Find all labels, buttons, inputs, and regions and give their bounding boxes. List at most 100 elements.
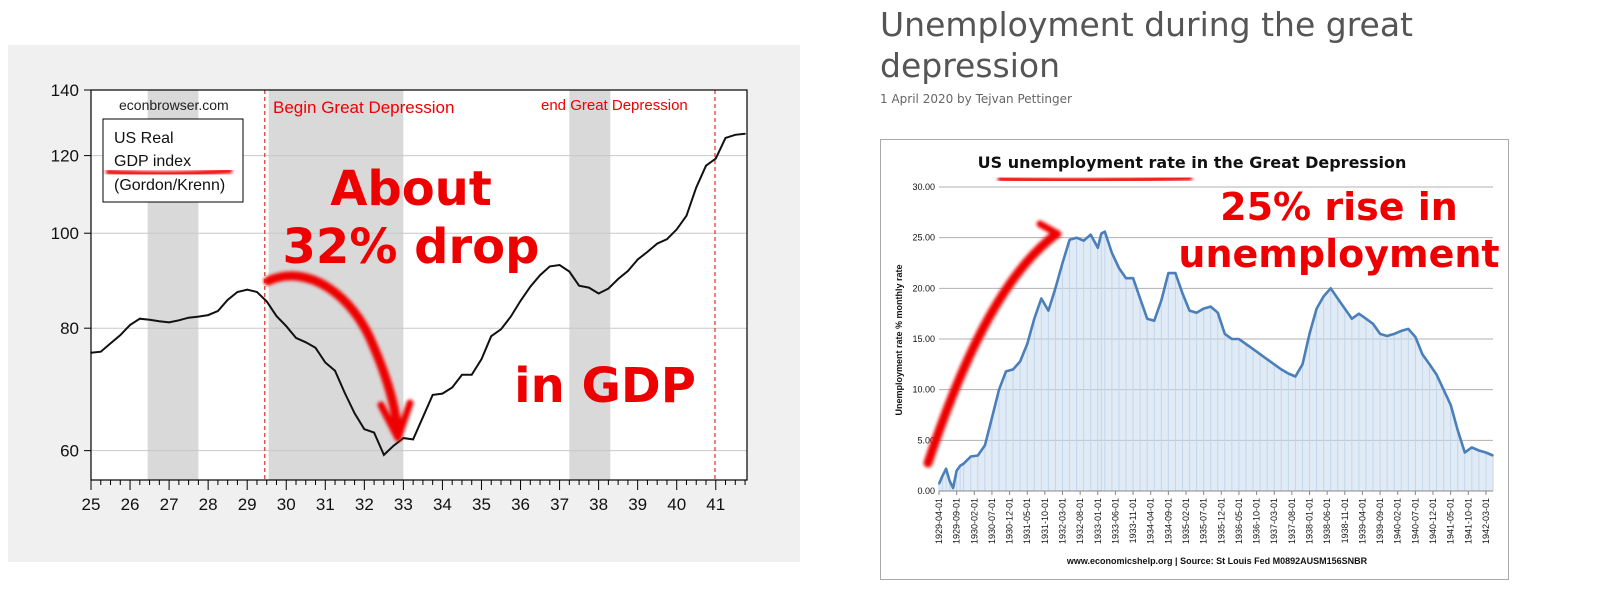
gdp-data-point: [226, 299, 229, 301]
y-tick-label: 25.00: [912, 233, 935, 243]
legend-underline-scribble: [105, 168, 233, 177]
unemployment-data-point: [1167, 272, 1170, 274]
gdp-data-point: [519, 300, 522, 302]
y-tick-label: 140: [51, 81, 79, 100]
unemployment-data-point: [948, 480, 951, 482]
unemployment-data-point: [955, 469, 958, 472]
gdp-data-point: [441, 392, 444, 395]
unemployment-data-point: [1019, 360, 1021, 363]
unemployment-data-point: [1174, 272, 1177, 274]
unemployment-data-point: [1132, 277, 1134, 279]
x-tick-label: 1933-01-01: [1093, 498, 1103, 544]
unemployment-data-point: [1259, 353, 1261, 355]
gdp-data-point: [383, 454, 385, 456]
annotation-25-rise-in: 25% rise in: [1220, 185, 1458, 229]
x-tick-label: 39: [628, 495, 647, 514]
title-underline-scribble: [997, 175, 1193, 183]
gdp-data-point: [99, 350, 102, 353]
x-tick-label: 1938-11-01: [1340, 498, 1350, 543]
gdp-data-point: [666, 238, 668, 241]
gdp-data-point: [334, 369, 336, 372]
gdp-data-point: [714, 157, 717, 160]
x-tick-label: 28: [199, 495, 218, 514]
gdp-data-point: [500, 328, 502, 331]
unemployment-data-point: [1322, 295, 1325, 298]
unemployment-data-point: [1442, 388, 1445, 391]
unemployment-data-point: [1485, 451, 1487, 454]
gdp-data-point: [187, 316, 190, 319]
unemployment-data-point: [1096, 247, 1099, 249]
gdp-data-point: [139, 317, 141, 320]
gdp-data-point: [402, 437, 405, 439]
article-byline: 1 April 2020 by Tejvan Pettinger: [880, 92, 1072, 106]
unemployment-data-point: [1111, 252, 1113, 254]
legend-line-3: (Gordon/Krenn): [114, 177, 225, 194]
x-tick-label: 27: [160, 495, 179, 514]
unemployment-data-point: [1449, 404, 1452, 406]
gdp-data-point: [578, 284, 580, 287]
x-tick-label: 1938-06-01: [1322, 498, 1332, 544]
gdp-data-point: [236, 291, 239, 293]
article-title: Unemployment during the great depression: [880, 5, 1413, 85]
unemployment-data-point: [1026, 343, 1029, 345]
unemployment-data-point: [1393, 333, 1395, 335]
x-tick-label: 1937-08-01: [1287, 498, 1297, 544]
unemployment-data-point: [1287, 372, 1290, 375]
unemployment-data-point: [1033, 317, 1036, 320]
y-tick-label: 100: [51, 224, 79, 243]
y-axis-label: Unemployment rate % monthly rate: [894, 264, 904, 415]
unemployment-data-point: [1224, 333, 1226, 335]
gdp-data-point: [529, 285, 532, 288]
unemployment-chart-title: US unemployment rate in the Great Depres…: [978, 153, 1407, 172]
annotation-end-great-depression: end Great Depression: [541, 97, 688, 114]
gdp-data-point: [373, 431, 375, 434]
unemployment-data-point: [1075, 236, 1078, 239]
gdp-data-point: [490, 335, 493, 338]
gdp-data-point: [314, 346, 317, 349]
x-tick-label: 1933-06-01: [1110, 498, 1120, 544]
x-tick-label: 1939-09-01: [1375, 498, 1385, 544]
unemployment-data-point: [1047, 309, 1050, 312]
unemployment-data-point: [1202, 307, 1205, 310]
gdp-data-point: [451, 386, 453, 389]
gdp-data-point: [178, 319, 180, 322]
x-tick-label: 33: [394, 495, 413, 514]
x-tick-label: 37: [550, 495, 569, 514]
gdp-data-point: [539, 274, 541, 277]
legend-box: [102, 118, 244, 203]
gdp-data-point: [480, 358, 483, 360]
y-tick-label: 120: [51, 147, 79, 166]
x-tick-label: 40: [667, 495, 686, 514]
unemployment-data-point: [1386, 335, 1388, 337]
unemployment-data-point: [1238, 338, 1240, 340]
article: Unemployment during the great depression…: [880, 0, 1600, 600]
x-tick-label: 25: [82, 495, 101, 514]
unemployment-data-point: [1471, 446, 1473, 449]
unemployment-data-point: [1379, 333, 1381, 335]
x-tick-label: 1941-10-01: [1463, 498, 1473, 544]
unemployment-data-point: [952, 487, 954, 489]
gdp-data-point: [744, 133, 746, 135]
x-tick-label: 1930-12-01: [1005, 498, 1015, 544]
gdp-chart: 60 80 100 120 140 25 26 27 28 29 30 31 32 33 34 35 36 37…: [51, 81, 748, 514]
gdp-data-point: [627, 270, 629, 272]
x-tick-label: 1933-11-01: [1128, 498, 1138, 543]
unemployment-data-point: [1181, 292, 1184, 295]
unemployment-data-point: [1188, 309, 1191, 312]
x-tick-label: 1935-12-01: [1216, 498, 1226, 544]
gdp-data-point: [412, 438, 414, 441]
x-tick-label: 1936-05-01: [1234, 498, 1244, 544]
annotation-unemployment: unemployment: [1178, 232, 1499, 276]
y-tick-label: 5.00: [917, 435, 935, 445]
unemployment-data-point: [1407, 328, 1410, 330]
x-tick-label: 35: [472, 495, 491, 514]
unemployment-data-point: [984, 444, 986, 447]
y-tick-label: 80: [60, 319, 79, 338]
gdp-data-point: [607, 287, 610, 290]
gdp-data-point: [636, 258, 639, 261]
unemployment-data-point: [1358, 312, 1360, 315]
annotation-about: About: [330, 161, 492, 217]
unemployment-data-point: [1054, 287, 1057, 290]
gdp-chart-panel: 60 80 100 120 140 25 26 27 28 29 30 31 32 33 34 35 36 37…: [8, 45, 800, 562]
unemployment-data-point: [969, 455, 972, 458]
